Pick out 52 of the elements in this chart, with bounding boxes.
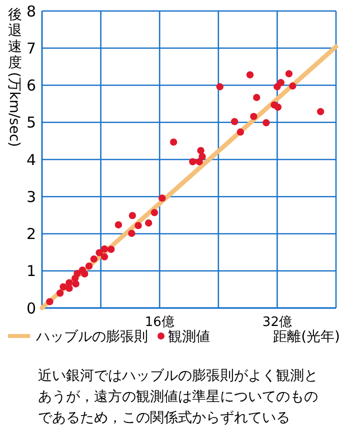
point: [128, 212, 136, 220]
x-tick-label: 16億: [144, 315, 174, 330]
point: [158, 194, 166, 202]
point: [66, 279, 73, 286]
point: [46, 298, 54, 306]
point: [262, 119, 270, 126]
y-axis-title: 後退速度(万km/sec): [6, 7, 22, 147]
point: [189, 158, 196, 166]
point: [236, 128, 244, 136]
point: [277, 79, 284, 86]
point: [285, 70, 293, 78]
y-tick-label: 6: [26, 76, 36, 94]
x-tick-label: 32億: [262, 315, 292, 330]
point: [216, 83, 224, 90]
text: 近い銀河ではハッブルの膨張則がよく観測とあうが，遠方の観測値は準星についてのものであるため，この関係式からずれている: [38, 368, 318, 426]
legend-label: ハッブルの膨張則: [35, 329, 148, 345]
y-tick-label: 0: [26, 299, 36, 318]
point: [56, 290, 64, 297]
y-tick-label: 7: [26, 39, 36, 58]
legend-label: 観測値: [168, 329, 210, 345]
point: [60, 283, 67, 290]
point: [90, 255, 98, 263]
point: [144, 219, 152, 227]
point: [198, 152, 206, 160]
y-tick-label: 5: [26, 114, 36, 132]
point: [74, 270, 81, 278]
point: [250, 112, 258, 120]
point: [114, 221, 122, 228]
point: [230, 118, 238, 126]
point: [107, 246, 115, 253]
y-tick-label: 4: [26, 150, 36, 169]
y-tick-label: 2: [26, 225, 36, 243]
y-tick-label: 1: [26, 262, 36, 280]
y-tick-label: 3: [26, 188, 36, 206]
point: [246, 71, 254, 78]
point: [289, 82, 296, 90]
point: [197, 146, 204, 154]
point: [170, 138, 178, 146]
y-tick-label: 8: [26, 2, 36, 20]
point: [100, 245, 108, 253]
x-axis-title: 距離(光年): [273, 329, 340, 345]
point: [81, 270, 88, 278]
point: [253, 94, 260, 102]
point: [100, 253, 108, 260]
point: [96, 249, 103, 256]
point: [134, 222, 142, 230]
point: [150, 208, 158, 216]
point: [316, 108, 324, 116]
point: [274, 104, 282, 111]
point: [128, 230, 136, 237]
point: [196, 158, 203, 166]
point: [85, 262, 93, 270]
